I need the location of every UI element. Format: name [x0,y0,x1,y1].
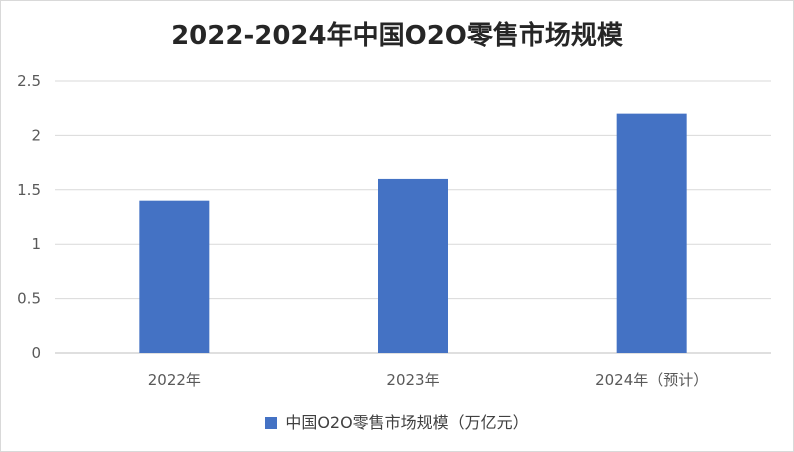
bar [139,200,210,353]
legend: 中国O2O零售市场规模（万亿元） [1,409,793,433]
bar [378,178,448,353]
y-tick-label: 2 [31,126,41,144]
y-tick-label: 2.5 [17,72,41,90]
x-tick-label: 2024年（预计） [595,371,708,389]
bar [616,113,687,353]
y-tick-label: 0.5 [17,290,41,308]
y-tick-label: 1.5 [17,181,41,199]
chart-title: 2022-2024年中国O2O零售市场规模 [171,21,623,51]
x-tick-label: 2022年 [148,371,201,389]
legend-swatch [265,417,278,429]
x-tick-label: 2023年 [386,371,439,389]
y-tick-label: 1 [31,235,41,253]
y-tick-label: 0 [31,344,41,362]
legend-label: 中国O2O零售市场规模（万亿元） [285,413,529,432]
